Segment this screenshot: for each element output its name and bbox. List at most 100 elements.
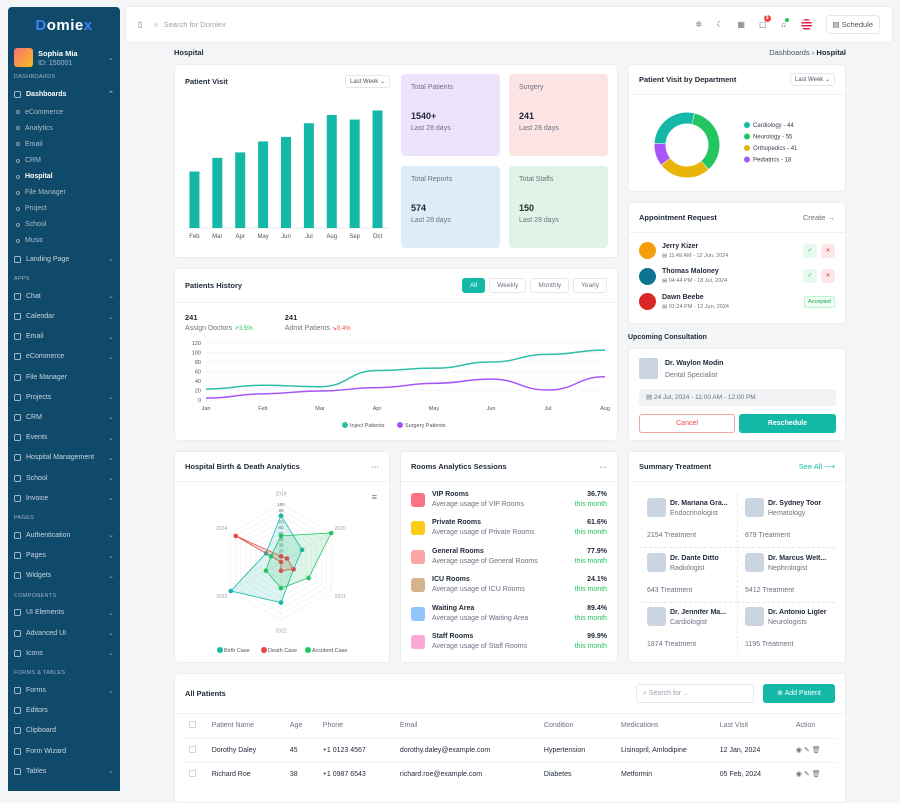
- row-checkbox[interactable]: [189, 745, 196, 753]
- radar-point: [328, 530, 334, 536]
- sidebar-subitem-music[interactable]: Music: [8, 233, 120, 249]
- sidebar-item-pages[interactable]: Pages ⌄: [8, 545, 120, 565]
- patients-history-card: Patients History All Weekly Monthly Yearly …: [174, 268, 618, 441]
- view-icon[interactable]: ◉: [795, 747, 804, 754]
- sidebar-item-projects[interactable]: Projects ⌄: [8, 387, 120, 407]
- user-profile[interactable]: Sophia Mia ID: 150001 ⌄: [14, 48, 114, 67]
- tab-all[interactable]: All: [461, 278, 486, 293]
- doctor-photo: [647, 607, 666, 626]
- create-link[interactable]: Create →: [802, 213, 835, 222]
- sidebar-subitem-hospital[interactable]: Hospital: [8, 169, 120, 185]
- cart-icon[interactable]: ▢ 3: [759, 15, 771, 29]
- add-patient-button[interactable]: ⊕ Add Patient: [763, 684, 835, 703]
- schedule-button[interactable]: ▤ Schedule: [825, 15, 880, 34]
- doctor-summary[interactable]: Dr. Antonio Ligler Neurologists 1195 Treat…: [745, 607, 843, 661]
- sidebar-subitem-analytics[interactable]: Analytics: [8, 120, 120, 136]
- sidebar-item-crm[interactable]: CRM ⌄: [8, 407, 120, 427]
- tab-monthly[interactable]: Monthly: [530, 278, 570, 293]
- room-usage: 61.6%: [587, 519, 607, 527]
- period-select[interactable]: Last Week ⌄: [345, 75, 390, 88]
- sidebar-subitem-email[interactable]: Email: [8, 136, 120, 152]
- sidebar-item-clipboard[interactable]: Clipboard: [8, 721, 120, 741]
- sidebar-item-ui-elements[interactable]: UI Elements ⌄: [8, 603, 120, 623]
- sidebar-item-chat[interactable]: Chat ⌄: [8, 286, 120, 306]
- reject-button[interactable]: ✕: [821, 269, 835, 284]
- sidebar-subitem-school[interactable]: School: [8, 217, 120, 233]
- sidebar-item-events[interactable]: Events ⌄: [8, 428, 120, 448]
- sidebar-subitem-file-manager[interactable]: File Manager: [8, 185, 120, 201]
- doctor-summary[interactable]: Dr. Dante Ditto Radiologist 643 Treatment: [639, 552, 745, 607]
- doctor-summary[interactable]: Dr. Mariana Gra... Endocrinologist 2154 Tr…: [639, 498, 745, 552]
- dashboards-icon: [14, 90, 21, 98]
- legend-category: Pediatrics: [753, 158, 779, 164]
- more-options-icon[interactable]: ···: [371, 462, 380, 471]
- select-all-checkbox[interactable]: [189, 721, 196, 729]
- sidebar-item-school[interactable]: School ⌄: [8, 468, 120, 488]
- logo[interactable]: Domiex: [8, 17, 120, 34]
- sidebar-item-widgets[interactable]: Widgets ⌄: [8, 566, 120, 586]
- sidebar-item-authentication[interactable]: Authentication ⌄: [8, 525, 120, 545]
- patients-search-input[interactable]: ⌕ Search for ...: [636, 684, 754, 703]
- sidebar-item-calendar[interactable]: Calendar ⌄: [8, 306, 120, 326]
- accept-button[interactable]: ✓: [803, 269, 817, 284]
- sidebar-item-advanced-ui[interactable]: Advanced UI ⌄: [8, 623, 120, 643]
- sidebar-subitem-ecommerce[interactable]: eCommerce: [8, 104, 120, 120]
- edit-icon[interactable]: ✎: [803, 771, 812, 779]
- dark-mode-icon[interactable]: ☾: [716, 20, 724, 29]
- sidebar-toggle-icon[interactable]: ▯: [138, 20, 143, 29]
- accept-button[interactable]: ✓: [803, 243, 817, 258]
- axis-label: 2019: [275, 492, 286, 498]
- doctor-summary[interactable]: Dr. Jennifer Ma... Cardiologist 1874 Treat…: [647, 607, 745, 661]
- see-all-link[interactable]: See All ⟶: [798, 462, 835, 471]
- cancel-button[interactable]: Cancel: [639, 414, 735, 433]
- row-checkbox[interactable]: [189, 769, 196, 777]
- cell-patient-name: Richard Roe: [211, 761, 290, 786]
- search-placeholder: Search for Domiex: [163, 20, 226, 29]
- breadcrumb-parent[interactable]: Dashboards: [769, 48, 810, 57]
- sidebar-subitem-crm[interactable]: CRM: [8, 152, 120, 168]
- sidebar-item-form-wizard[interactable]: Form Wizard: [8, 741, 120, 761]
- sidebar-item-editors[interactable]: Editors: [8, 701, 120, 721]
- sidebar-item-file-manager[interactable]: File Manager: [8, 367, 120, 387]
- sidebar-item-label: Clipboard: [26, 727, 56, 735]
- period-select[interactable]: Last Week ⌄: [790, 73, 835, 86]
- legend-marker: [744, 122, 750, 128]
- delete-icon[interactable]: 🗑: [811, 771, 821, 779]
- sidebar-item-email[interactable]: Email ⌄: [8, 327, 120, 347]
- tab-yearly[interactable]: Yearly: [573, 278, 607, 293]
- sidebar-item-tables[interactable]: Tables ⌄: [8, 761, 120, 781]
- circle-icon: [16, 190, 20, 195]
- reschedule-button[interactable]: Reschedule: [739, 414, 836, 433]
- apps-grid-icon[interactable]: ▦: [737, 20, 745, 29]
- circle-icon: [16, 238, 20, 243]
- tab-weekly[interactable]: Weekly: [489, 278, 527, 293]
- sidebar-item-hospital-management[interactable]: Hospital Management ⌄: [8, 448, 120, 468]
- doctor-summary[interactable]: Dr. Sydney Toor Hematology 879 Treatment: [737, 498, 843, 552]
- search-input[interactable]: ⌕ Search for Domiex: [154, 20, 225, 30]
- sidebar-item-ecommerce[interactable]: eCommerce ⌄: [8, 347, 120, 367]
- more-options-icon[interactable]: ···: [599, 462, 608, 471]
- legend-separator: -: [780, 135, 785, 141]
- radial-tick-label: 60: [278, 525, 284, 530]
- assign-doctors-change: 3.5%: [239, 326, 253, 332]
- calendar-icon: ▤: [662, 278, 669, 285]
- circle-icon: [16, 174, 20, 179]
- view-icon[interactable]: ◉: [795, 771, 804, 779]
- sidebar-subitem-project[interactable]: Project: [8, 201, 120, 217]
- doctor-summary[interactable]: Dr. Marcus Welt... Nephrologist 5412 Treat…: [737, 552, 843, 607]
- sidebar-item-forms[interactable]: Forms ⌄: [8, 680, 120, 700]
- sidebar-item-dashboards[interactable]: Dashboards ⌃: [8, 84, 120, 104]
- circle-icon: [16, 142, 20, 147]
- sidebar-item-invoice[interactable]: Invoice ⌄: [8, 488, 120, 508]
- settings-icon[interactable]: ✲: [695, 20, 703, 29]
- sidebar-subitem-label: Hospital: [25, 173, 53, 181]
- language-flag-icon[interactable]: [800, 19, 812, 30]
- column-header: Medications: [621, 722, 659, 730]
- delete-icon[interactable]: 🗑: [811, 747, 821, 754]
- chart-menu-icon[interactable]: ≡: [371, 492, 377, 502]
- reject-button[interactable]: ✕: [821, 243, 835, 258]
- edit-icon[interactable]: ✎: [803, 747, 812, 754]
- sidebar-item-icons[interactable]: Icons ⌄: [8, 643, 120, 663]
- notification-bell-icon[interactable]: ♫: [780, 18, 789, 29]
- sidebar-item-landing-page[interactable]: Landing Page ⌄: [8, 249, 120, 269]
